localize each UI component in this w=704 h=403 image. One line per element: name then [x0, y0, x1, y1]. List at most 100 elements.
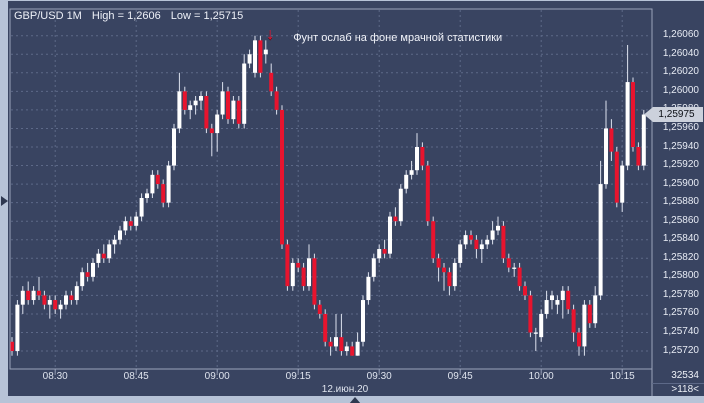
candle-up: [388, 216, 392, 254]
candle-down: [442, 267, 446, 273]
candle-down: [280, 109, 284, 245]
candle-up: [512, 267, 517, 269]
candle-up: [463, 235, 468, 245]
candle-down: [269, 72, 274, 92]
candle-down: [636, 147, 641, 166]
candle-down: [436, 258, 441, 268]
candle-up: [361, 300, 365, 342]
candle-up: [193, 100, 198, 106]
candle-down: [339, 337, 344, 352]
annotation-text: Фунт ослаб на фоне мрачной статистики: [293, 32, 503, 44]
candle-down: [226, 91, 230, 120]
candle-up: [188, 105, 193, 110]
corner-stats: 32534 >118<: [653, 369, 701, 397]
candle-down: [42, 295, 47, 305]
price-tick-label: 1,25780: [662, 288, 699, 300]
candle-up: [458, 244, 463, 263]
price-tick-label: 1,26060: [662, 29, 699, 41]
bottom-edge-marker-icon[interactable]: [349, 397, 361, 403]
candle-down: [577, 332, 581, 347]
time-tick-label: 09:45: [447, 371, 473, 382]
candle-up: [604, 128, 608, 185]
candle-down: [328, 341, 333, 347]
candle-up: [307, 258, 311, 287]
candle-down: [614, 151, 619, 203]
candle-down: [501, 225, 506, 259]
time-tick-label: 09:30: [366, 371, 392, 382]
candle-up: [377, 249, 382, 259]
candle-down: [528, 295, 533, 333]
volume-value: 32534: [671, 370, 699, 381]
candle-up: [415, 147, 419, 171]
candle-up: [404, 174, 409, 189]
candle-down: [425, 165, 430, 222]
candle-up: [641, 114, 646, 166]
price-tick-label: 1,25720: [662, 344, 699, 356]
candle-down: [155, 174, 160, 185]
bottom-frame: [0, 396, 704, 403]
price-tick-label: 1,25760: [662, 307, 699, 319]
candle-down: [447, 272, 452, 287]
candle-up: [134, 216, 139, 226]
price-tick-label: 1,25860: [662, 214, 699, 226]
time-tick-label: 08:30: [42, 371, 68, 382]
price-tick-label: 1,25960: [662, 121, 699, 133]
price-tick-label: 1,26000: [662, 84, 699, 96]
candle-down: [609, 128, 614, 152]
candle-down: [209, 128, 214, 134]
candle-down: [323, 313, 328, 342]
candle-up: [20, 290, 25, 305]
candle-up: [91, 262, 95, 277]
symbol-timeframe-label: GBP/USD 1M: [14, 10, 82, 22]
candle-up: [96, 253, 101, 263]
candle-down: [274, 91, 279, 110]
candle-down: [26, 290, 31, 301]
candle-up: [139, 198, 144, 217]
down-arrow-icon: ↓: [266, 26, 275, 43]
candle-up: [344, 346, 349, 352]
candle-down: [523, 286, 527, 296]
candle-up: [118, 230, 122, 240]
candle-up: [64, 295, 68, 305]
candle-down: [420, 147, 425, 166]
chart-title: GBP/USD 1M High = 1,2606 Low = 1,25715: [14, 10, 250, 22]
candle-up: [107, 244, 112, 259]
candle-down: [10, 341, 14, 352]
candle-up: [598, 184, 603, 296]
candle-up: [366, 276, 371, 301]
candle-up: [231, 100, 236, 120]
candle-up: [177, 91, 182, 129]
candle-up: [479, 244, 484, 250]
price-tick-label: 1,25920: [662, 159, 699, 171]
candle-up: [409, 170, 414, 175]
low-value-label: Low = 1,25715: [170, 10, 244, 22]
candle-up: [334, 337, 338, 347]
candle-down: [204, 95, 209, 129]
candle-up: [172, 128, 176, 166]
candle-down: [587, 304, 592, 324]
candle-down: [236, 100, 241, 124]
candle-up: [199, 95, 203, 101]
candle-up: [242, 63, 247, 124]
candle-down: [431, 221, 436, 259]
candle-down: [571, 309, 576, 333]
left-edge-marker-icon[interactable]: [1, 196, 8, 206]
candle-up: [355, 341, 360, 356]
candle-up: [74, 286, 79, 301]
price-tick-label: 1,25740: [662, 326, 699, 337]
left-frame: [0, 1, 8, 403]
bar-count-value: >118<: [671, 384, 699, 395]
candle-down: [37, 290, 41, 296]
candle-down: [85, 272, 90, 277]
candle-up: [582, 304, 587, 347]
candle-up: [80, 272, 85, 287]
candle-up: [550, 295, 554, 301]
candle-up: [371, 258, 376, 277]
candle-up: [15, 304, 20, 352]
time-tick-label: 10:00: [528, 371, 554, 382]
candle-down: [285, 244, 290, 287]
candle-up: [166, 165, 171, 203]
candle-up: [220, 91, 225, 115]
candle-up: [150, 174, 155, 194]
